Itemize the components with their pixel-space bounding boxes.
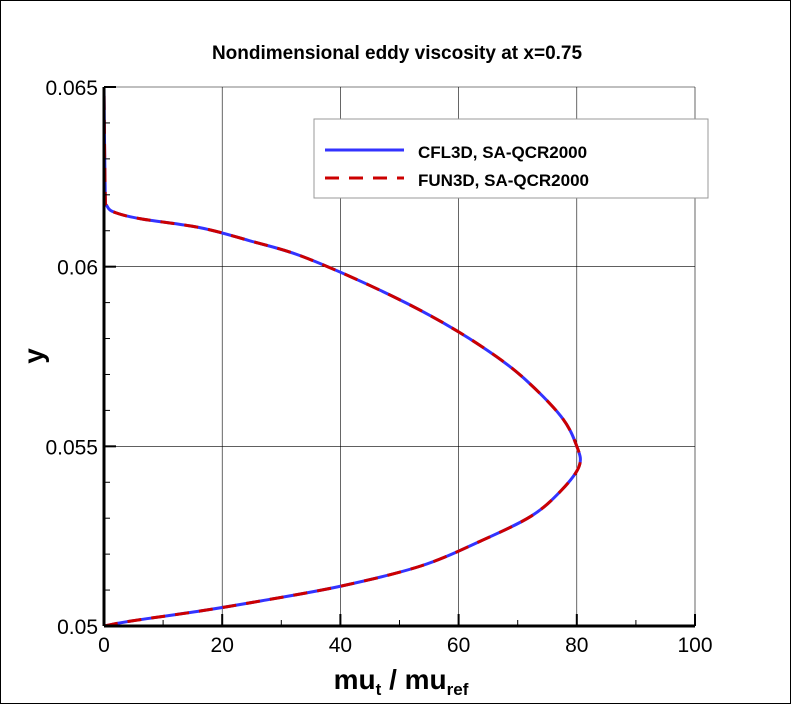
x-tick-label: 40 xyxy=(329,634,352,657)
y-axis-label: y xyxy=(18,348,49,364)
legend-label-cfl3d: CFL3D, SA-QCR2000 xyxy=(418,143,587,162)
x-axis-label: mut / muref xyxy=(334,664,469,699)
x-tick-label: 80 xyxy=(565,634,588,657)
series-group xyxy=(102,86,582,628)
x-tick-label: 20 xyxy=(211,634,234,657)
legend-label-fun3d: FUN3D, SA-QCR2000 xyxy=(418,171,589,190)
y-tick-label: 0.055 xyxy=(45,436,98,459)
chart-title: Nondimensional eddy viscosity at x=0.75 xyxy=(212,43,583,64)
legend: CFL3D, SA-QCR2000 FUN3D, SA-QCR2000 xyxy=(313,118,709,199)
x-tick-label: 60 xyxy=(447,634,470,657)
y-tick-label: 0.05 xyxy=(57,616,98,639)
x-tick-label: 100 xyxy=(677,634,712,657)
axes xyxy=(102,86,696,628)
y-tick-label: 0.06 xyxy=(57,257,98,280)
series-line-fun3d xyxy=(102,86,582,628)
x-tick-label: 0 xyxy=(98,634,110,657)
y-tick-label: 0.065 xyxy=(45,77,98,100)
tick-labels: 0 20 40 60 80 100 0.05 0.055 0.06 0.065 xyxy=(45,77,712,657)
legend-box xyxy=(313,118,709,199)
